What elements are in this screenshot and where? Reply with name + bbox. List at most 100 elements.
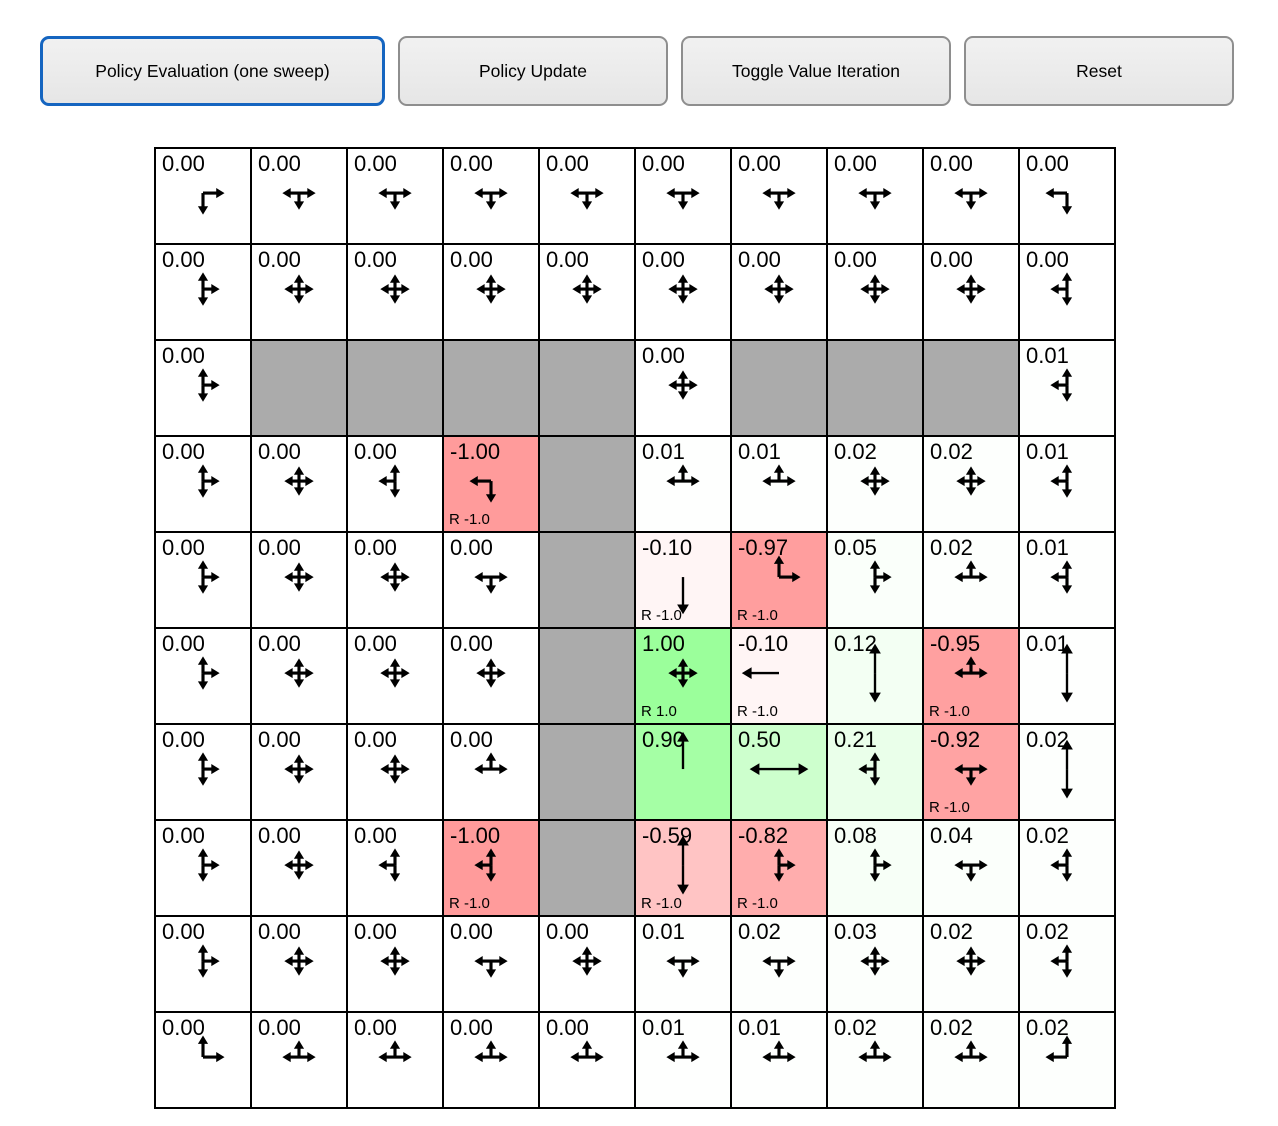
grid-cell-7-5[interactable]: -0.59 R -1.0 [635,820,731,916]
grid-cell-5-6[interactable]: -0.10 R -1.0 [731,628,827,724]
reset-button[interactable]: Reset [964,36,1234,106]
cell-value: 0.02 [930,919,973,944]
grid-cell-0-0[interactable]: 0.00 [155,148,251,244]
grid-cell-3-8[interactable]: 0.02 [923,436,1019,532]
grid-cell-9-9[interactable]: 0.02 [1019,1012,1115,1108]
grid-cell-2-9[interactable]: 0.01 [1019,340,1115,436]
grid-cell-9-1[interactable]: 0.00 [251,1012,347,1108]
grid-cell-0-3[interactable]: 0.00 [443,148,539,244]
grid-cell-6-6[interactable]: 0.50 [731,724,827,820]
cell-value: 0.04 [930,823,973,848]
grid-cell-9-7[interactable]: 0.02 [827,1012,923,1108]
grid-cell-1-6[interactable]: 0.00 [731,244,827,340]
grid-cell-6-0[interactable]: 0.00 [155,724,251,820]
grid-cell-1-7[interactable]: 0.00 [827,244,923,340]
grid-cell-4-7[interactable]: 0.05 [827,532,923,628]
grid-cell-8-3[interactable]: 0.00 [443,916,539,1012]
grid-cell-1-9[interactable]: 0.00 [1019,244,1115,340]
grid-cell-8-0[interactable]: 0.00 [155,916,251,1012]
grid-cell-0-2[interactable]: 0.00 [347,148,443,244]
grid-cell-5-3[interactable]: 0.00 [443,628,539,724]
grid-cell-3-3[interactable]: -1.00 R -1.0 [443,436,539,532]
grid-cell-7-9[interactable]: 0.02 [1019,820,1115,916]
grid-cell-0-8[interactable]: 0.00 [923,148,1019,244]
grid-cell-1-4[interactable]: 0.00 [539,244,635,340]
grid-cell-0-9[interactable]: 0.00 [1019,148,1115,244]
cell-value: 0.00 [258,535,301,560]
grid-cell-6-3[interactable]: 0.00 [443,724,539,820]
grid-cell-2-0[interactable]: 0.00 [155,340,251,436]
grid-cell-8-8[interactable]: 0.02 [923,916,1019,1012]
grid-cell-9-3[interactable]: 0.00 [443,1012,539,1108]
grid-cell-1-0[interactable]: 0.00 [155,244,251,340]
grid-cell-8-2[interactable]: 0.00 [347,916,443,1012]
grid-cell-5-0[interactable]: 0.00 [155,628,251,724]
cell-value: 0.01 [1026,439,1069,464]
grid-cell-9-5[interactable]: 0.01 [635,1012,731,1108]
grid-cell-6-8[interactable]: -0.92 R -1.0 [923,724,1019,820]
grid-cell-8-1[interactable]: 0.00 [251,916,347,1012]
grid-cell-9-6[interactable]: 0.01 [731,1012,827,1108]
cell-value: 0.00 [258,439,301,464]
grid-cell-3-9[interactable]: 0.01 [1019,436,1115,532]
grid-cell-6-9[interactable]: 0.02 [1019,724,1115,820]
grid-cell-5-2[interactable]: 0.00 [347,628,443,724]
grid-cell-3-5[interactable]: 0.01 [635,436,731,532]
grid-cell-0-1[interactable]: 0.00 [251,148,347,244]
grid-cell-1-8[interactable]: 0.00 [923,244,1019,340]
grid-cell-5-1[interactable]: 0.00 [251,628,347,724]
grid-cell-1-3[interactable]: 0.00 [443,244,539,340]
grid-cell-8-6[interactable]: 0.02 [731,916,827,1012]
grid-cell-0-5[interactable]: 0.00 [635,148,731,244]
grid-cell-6-1[interactable]: 0.00 [251,724,347,820]
grid-cell-8-9[interactable]: 0.02 [1019,916,1115,1012]
grid-cell-7-8[interactable]: 0.04 [923,820,1019,916]
grid-cell-3-2[interactable]: 0.00 [347,436,443,532]
grid-cell-0-4[interactable]: 0.00 [539,148,635,244]
grid-cell-7-0[interactable]: 0.00 [155,820,251,916]
grid-cell-6-7[interactable]: 0.21 [827,724,923,820]
grid-cell-7-7[interactable]: 0.08 [827,820,923,916]
grid-cell-4-2[interactable]: 0.00 [347,532,443,628]
grid-cell-1-2[interactable]: 0.00 [347,244,443,340]
grid-cell-6-2[interactable]: 0.00 [347,724,443,820]
grid-cell-8-4[interactable]: 0.00 [539,916,635,1012]
grid-cell-9-2[interactable]: 0.00 [347,1012,443,1108]
grid-cell-7-6[interactable]: -0.82 R -1.0 [731,820,827,916]
grid-cell-0-6[interactable]: 0.00 [731,148,827,244]
grid-cell-8-5[interactable]: 0.01 [635,916,731,1012]
grid-cell-9-4[interactable]: 0.00 [539,1012,635,1108]
grid-cell-7-2[interactable]: 0.00 [347,820,443,916]
grid-cell-4-0[interactable]: 0.00 [155,532,251,628]
grid-cell-5-8[interactable]: -0.95 R -1.0 [923,628,1019,724]
grid-cell-1-5[interactable]: 0.00 [635,244,731,340]
grid-cell-4-8[interactable]: 0.02 [923,532,1019,628]
grid-cell-8-7[interactable]: 0.03 [827,916,923,1012]
grid-cell-4-1[interactable]: 0.00 [251,532,347,628]
policy-evaluation-button[interactable]: Policy Evaluation (one sweep) [40,36,385,106]
grid-cell-6-5[interactable]: 0.90 [635,724,731,820]
grid-cell-1-1[interactable]: 0.00 [251,244,347,340]
grid-cell-3-1[interactable]: 0.00 [251,436,347,532]
grid-cell-5-5[interactable]: 1.00 R 1.0 [635,628,731,724]
cell-value: 0.00 [738,151,781,176]
grid-cell-3-6[interactable]: 0.01 [731,436,827,532]
toggle-value-iteration-button[interactable]: Toggle Value Iteration [681,36,951,106]
grid-cell-5-7[interactable]: 0.12 [827,628,923,724]
grid-cell-0-7[interactable]: 0.00 [827,148,923,244]
grid-cell-9-0[interactable]: 0.00 [155,1012,251,1108]
grid-cell-3-0[interactable]: 0.00 [155,436,251,532]
grid-cell-4-5[interactable]: -0.10 R -1.0 [635,532,731,628]
grid-cell-4-6[interactable]: -0.97 R -1.0 [731,532,827,628]
cell-value: 0.05 [834,535,877,560]
grid-cell-2-5[interactable]: 0.00 [635,340,731,436]
grid-cell-7-3[interactable]: -1.00 R -1.0 [443,820,539,916]
grid-cell-7-1[interactable]: 0.00 [251,820,347,916]
cell-value: 0.00 [546,919,589,944]
grid-cell-9-8[interactable]: 0.02 [923,1012,1019,1108]
grid-cell-4-9[interactable]: 0.01 [1019,532,1115,628]
grid-cell-5-9[interactable]: 0.01 [1019,628,1115,724]
policy-update-button[interactable]: Policy Update [398,36,668,106]
grid-cell-3-7[interactable]: 0.02 [827,436,923,532]
grid-cell-4-3[interactable]: 0.00 [443,532,539,628]
